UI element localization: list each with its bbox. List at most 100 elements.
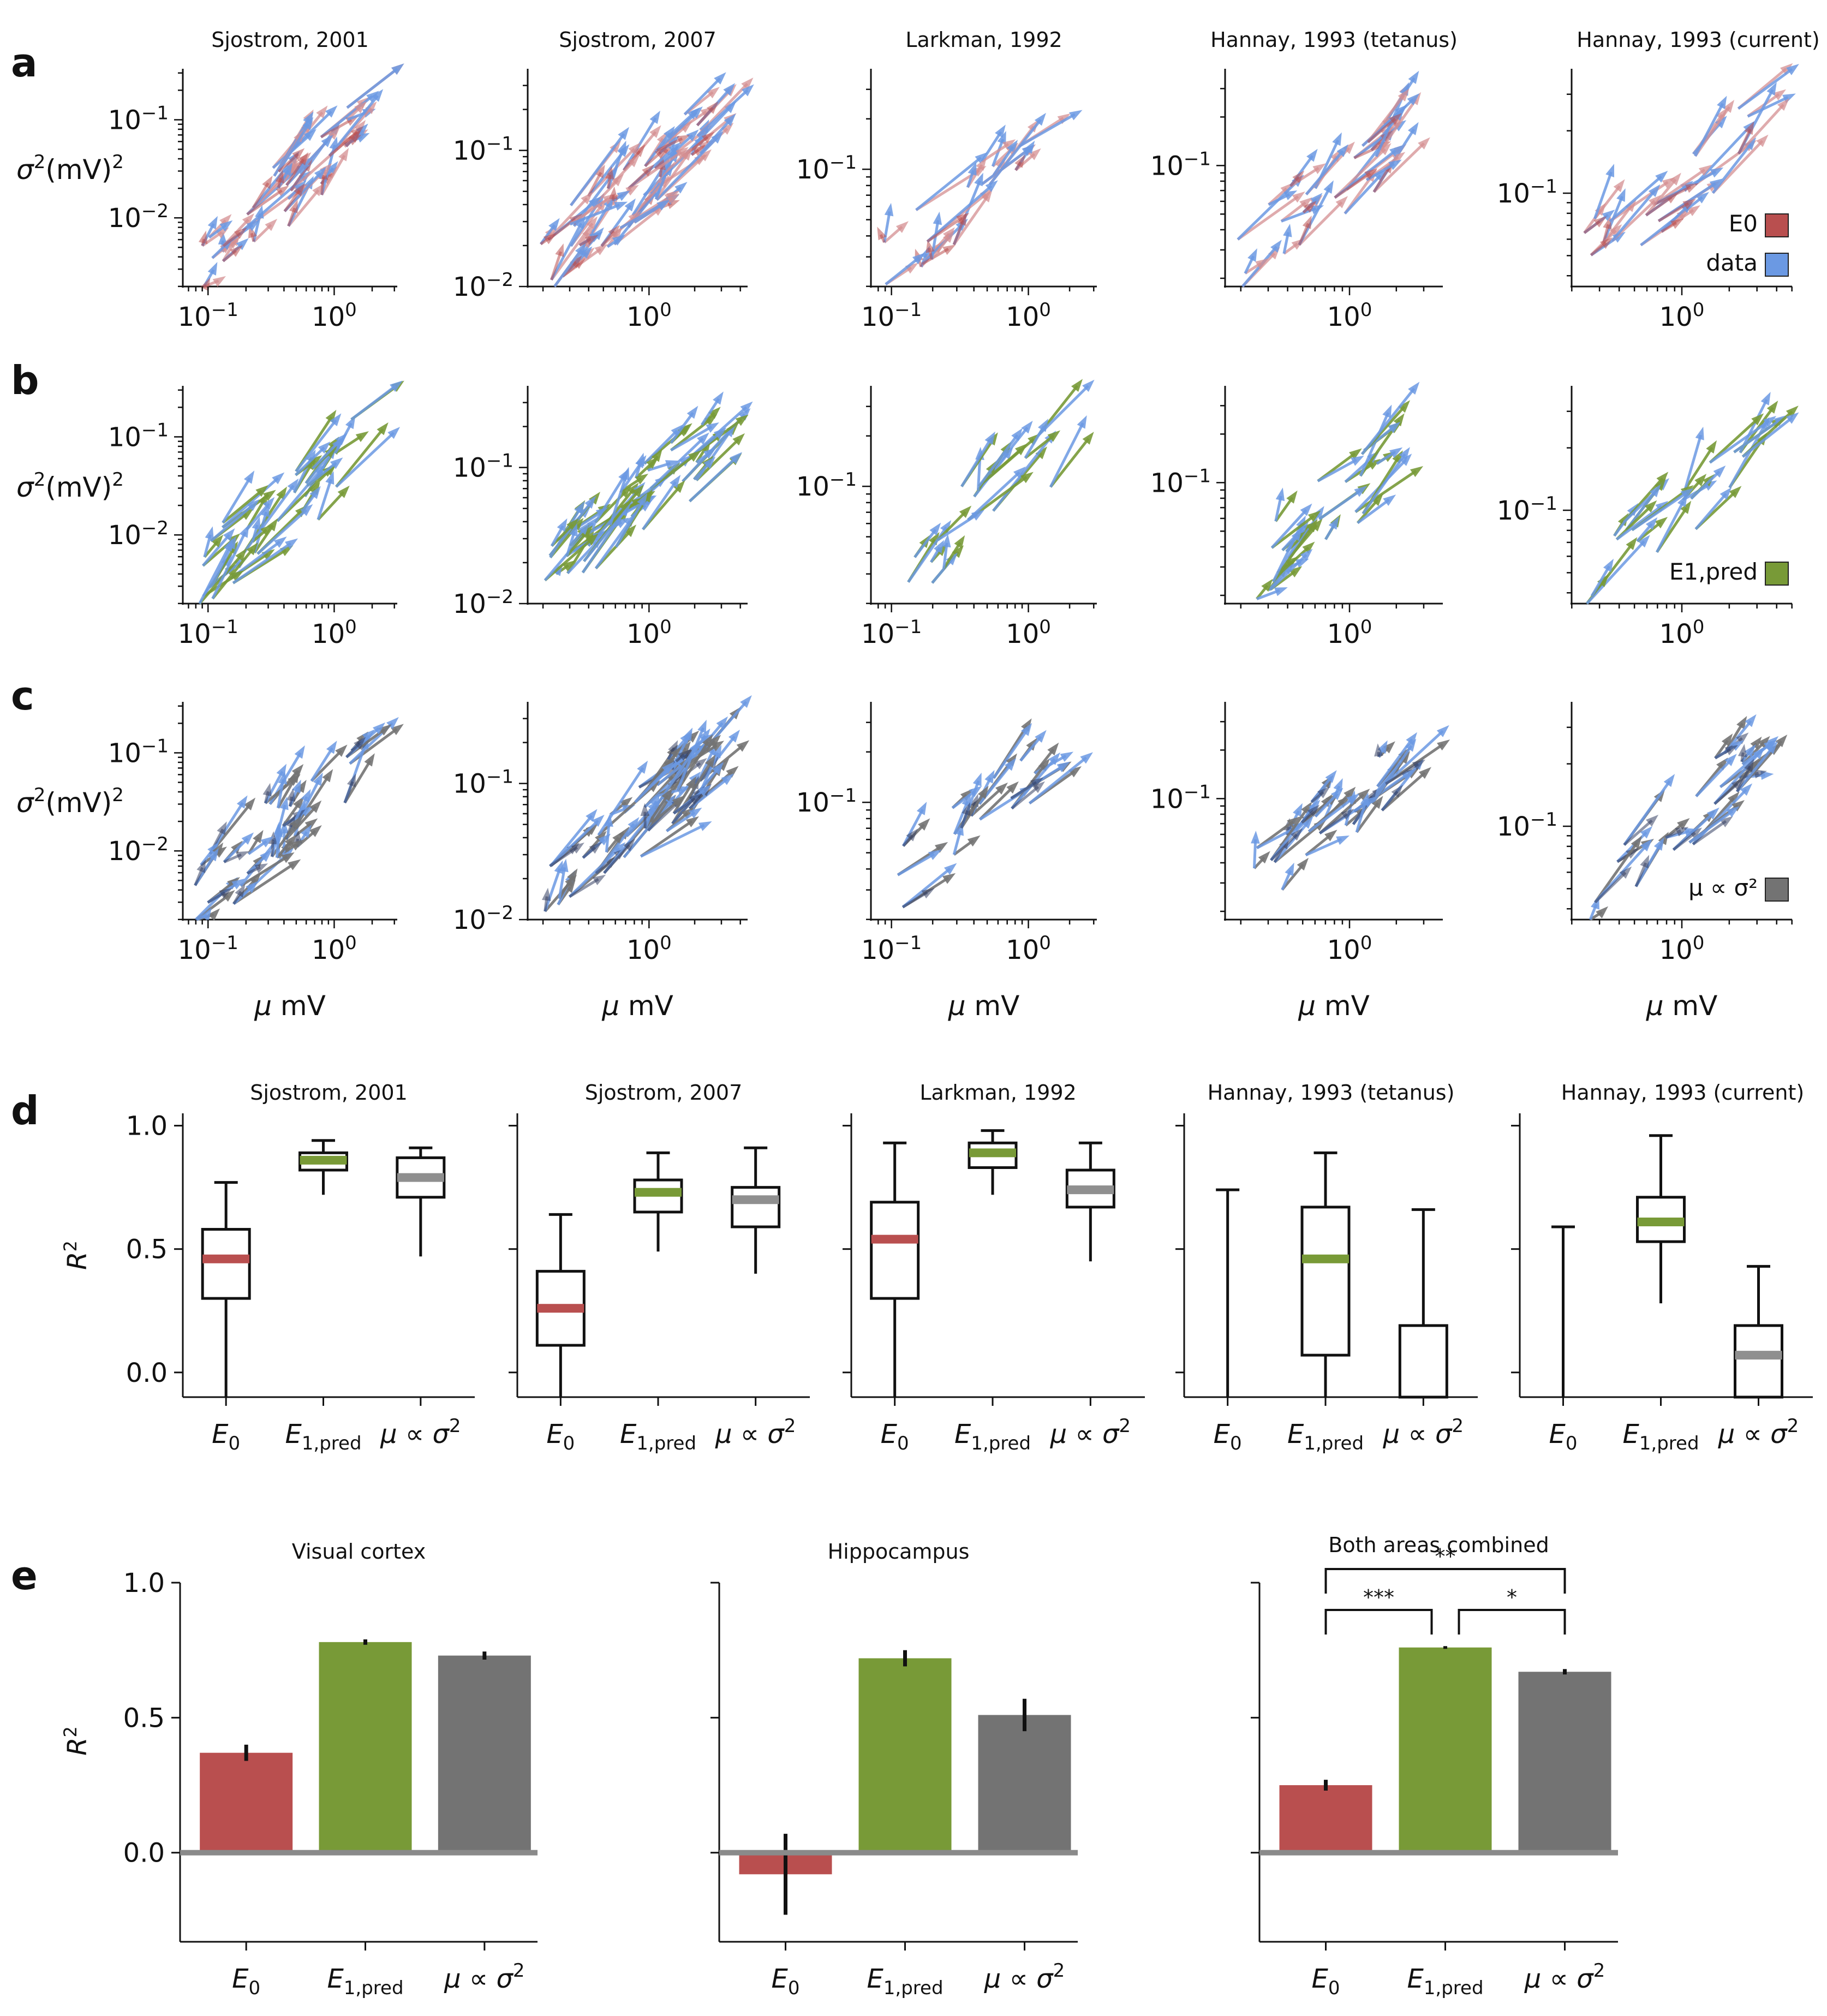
overlap-arrow-head [286,788,296,802]
model-arrow-head [1727,791,1740,804]
data-arrow-head [1713,465,1726,478]
overlap-arrow-head [196,859,206,873]
model-arrow-head [1617,512,1629,527]
model-arrow-head [1393,413,1405,427]
data-arrow-head [1655,500,1669,512]
model-arrow-head [1378,143,1392,156]
data-arrow-head [912,253,926,265]
x-tick-label: 100 [1006,616,1051,649]
data-arrow-head [1605,164,1615,177]
data-arrow-head [624,198,636,212]
y-tick-label: 0.0 [126,1358,168,1388]
model-arrow-head [685,776,697,790]
bar [438,1655,531,1853]
scatter-panel-a-3: 100 10−1 [1150,69,1443,332]
data-arrow-head [1406,732,1417,745]
data-arrow-head [1275,487,1285,502]
model-arrow-head [265,218,278,231]
model-arrow-head [1777,98,1789,111]
scatter-panel-b-0: 10−1 100 10−1 10−2 [108,380,404,649]
scatter-panel-b-4: 100 10−1 [1497,386,1799,649]
box-y-label: R2 [60,1240,93,1270]
data-arrow-head [1645,517,1658,530]
scatter-panel-a-2: 10−1 100 10−1 [796,69,1097,332]
overlap-arrow-line [656,137,683,152]
data-arrow-line [328,95,379,157]
model-arrow-head [290,816,301,830]
model-arrow-head [1006,753,1017,767]
scatter-title-4: Hannay, 1993 (current) [1577,28,1819,52]
data-arrow-head [318,442,331,454]
x-tick-label: μ ∝ σ2 [1718,1415,1799,1450]
model-arrow-head [240,508,254,520]
data-arrow-head [1399,447,1410,461]
model-arrow-head [586,216,598,230]
data-arrow-line [548,502,592,557]
model-arrow-head [289,770,300,784]
data-arrow-line [683,106,732,157]
data-arrow-head [223,528,235,541]
overlap-arrow-line [1672,832,1696,851]
model-arrow-head [646,456,659,469]
model-arrow-head [1002,139,1016,151]
scatter-panel-a-1: 100 10−1 10−2 [453,69,754,332]
data-arrow-head [1336,835,1350,845]
data-arrow-head [314,166,326,180]
data-arrow-line [1028,756,1088,804]
overlap-arrow-head [219,888,232,899]
y-axis-label-c: σ2(mV)2 [16,784,124,819]
model-arrow-head [666,193,680,205]
model-arrow-head [294,129,304,142]
data-arrow-line [931,558,953,584]
data-arrow-line [634,767,669,803]
model-arrow-head [1312,163,1326,174]
overlap-arrow-head [1753,770,1768,779]
data-arrow-head [604,813,613,827]
model-arrow-head [322,466,336,477]
x-tick-label: E1,pred [1407,1964,1483,1999]
model-arrow-head [1286,490,1298,504]
data-arrow-head [1069,110,1083,121]
data-arrow-line [1623,780,1671,846]
model-arrow-head [1654,478,1666,491]
data-arrow-head [1382,404,1392,419]
bar-title-2: Both areas combined [1328,1533,1549,1557]
overlap-arrow-head [589,842,602,854]
model-arrow-head [1418,767,1431,779]
data-arrow-head [578,522,590,535]
model-arrow-head [619,797,633,809]
data-arrow-head [690,106,703,119]
data-arrow-head [1655,170,1668,183]
x-tick-label: 100 [626,932,672,965]
model-arrow-head [571,518,584,531]
data-arrow-head [321,134,333,147]
x-tick-label: E1,pred [867,1964,943,1999]
scatter-panel-b-1: 100 10−1 10−2 [453,386,753,649]
box-title-2: Larkman, 1992 [920,1081,1076,1105]
model-arrow-line [569,197,610,225]
data-arrow-line [223,837,249,863]
data-arrow-head [686,405,698,419]
data-arrow-head [309,486,321,499]
data-arrow-head [223,538,233,552]
data-arrow-line [277,123,310,172]
model-arrow-head [635,474,649,485]
overlap-arrow-head [1689,827,1703,839]
data-arrow-line [275,830,280,858]
model-arrow-line [233,863,295,905]
data-arrow-head [569,523,578,537]
box [870,1201,920,1300]
data-arrow-line [1384,730,1444,785]
data-arrow-head [330,457,343,469]
data-arrow-line [1694,103,1724,157]
data-arrow-head [1336,144,1348,157]
box [1300,1206,1351,1357]
model-arrow-head [567,868,578,882]
x-tick-label: 100 [1327,616,1372,649]
data-arrow-head [740,401,753,414]
model-arrow-head [1780,63,1793,75]
model-arrow-line [320,154,346,196]
data-arrow-head [1719,487,1732,500]
data-arrow-head [1056,761,1070,773]
